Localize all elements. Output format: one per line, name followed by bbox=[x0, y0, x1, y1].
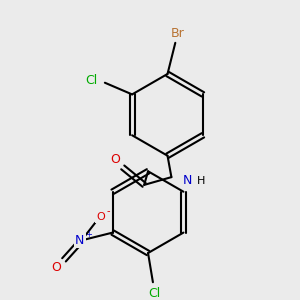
Text: O: O bbox=[110, 153, 120, 166]
Text: O: O bbox=[51, 261, 61, 274]
Text: N: N bbox=[75, 234, 84, 247]
Text: -: - bbox=[107, 206, 110, 216]
Text: +: + bbox=[85, 230, 92, 239]
Text: Br: Br bbox=[170, 27, 184, 40]
Text: H: H bbox=[197, 176, 205, 186]
Text: O: O bbox=[97, 212, 105, 222]
Text: Cl: Cl bbox=[148, 287, 160, 300]
Text: N: N bbox=[182, 173, 192, 187]
Text: Cl: Cl bbox=[85, 74, 98, 87]
